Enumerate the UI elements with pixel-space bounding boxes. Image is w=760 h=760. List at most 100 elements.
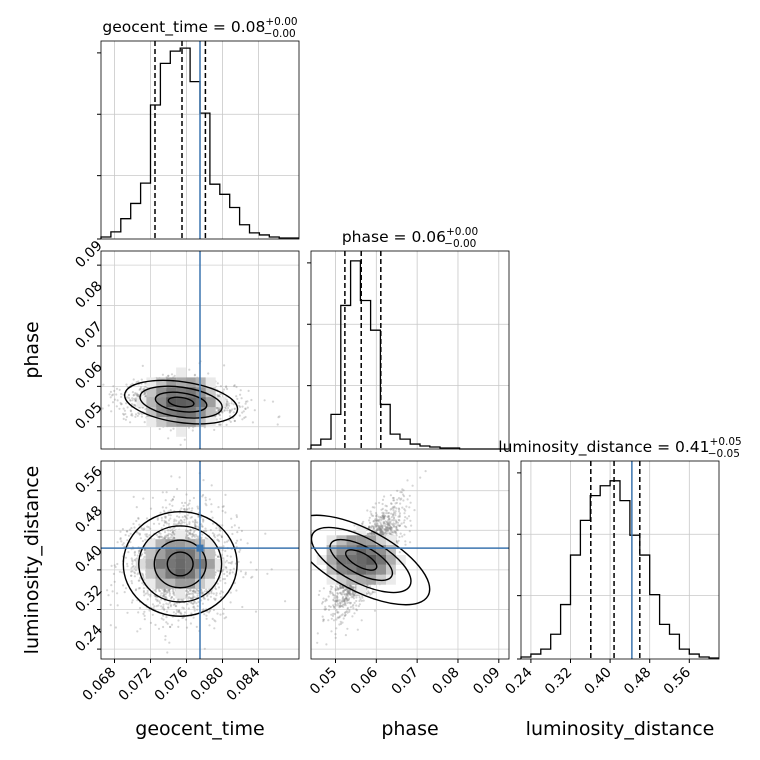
contour-level-0: [167, 396, 195, 408]
sample-point: [228, 410, 232, 413]
density-cell: [185, 559, 196, 569]
density-cell: [195, 377, 206, 388]
sample-point: [216, 555, 220, 558]
sample-point: [185, 593, 188, 596]
density-cell: [166, 397, 177, 408]
sample-point: [164, 593, 167, 596]
sample-point: [179, 522, 182, 525]
density-cell: [155, 578, 166, 589]
sample-point: [375, 515, 378, 518]
sample-point: [166, 651, 169, 654]
sample-point: [107, 594, 110, 597]
sample-point: [207, 598, 210, 601]
sample-point: [340, 604, 344, 608]
sample-point: [138, 388, 141, 391]
sample-point: [220, 535, 224, 539]
contour-level-0: [166, 551, 194, 577]
sample-point: [161, 588, 164, 591]
sample-point: [223, 617, 226, 620]
sample-point: [124, 418, 127, 421]
sample-point: [186, 593, 189, 596]
sample-point: [360, 619, 363, 622]
sample-point: [185, 626, 189, 629]
density-cell: [205, 407, 216, 417]
sample-point: [231, 571, 234, 574]
sample-point: [152, 522, 156, 525]
sample-point: [214, 554, 217, 557]
sample-point: [218, 408, 221, 412]
sample-point: [120, 395, 123, 398]
sample-point: [218, 408, 221, 411]
sample-point: [133, 551, 136, 555]
sample-point: [59, 393, 61, 395]
sample-point: [166, 534, 169, 537]
sample-point: [173, 532, 176, 535]
title-upper-error: +0.00: [446, 226, 478, 238]
sample-point: [141, 553, 144, 556]
sample-point: [172, 536, 175, 539]
sample-point: [229, 601, 232, 604]
sample-point: [233, 407, 236, 410]
sample-point: [221, 549, 224, 552]
sample-point: [203, 613, 206, 616]
sample-point: [129, 399, 132, 402]
sample-point: [165, 621, 168, 624]
panel-frame: [100, 40, 300, 240]
hist-title-luminosity-distance: luminosity_distance = 0.41+0.05 −0.05: [498, 436, 741, 460]
sample-point: [160, 592, 163, 595]
sample-point: [167, 513, 170, 517]
sample-point: [221, 411, 224, 414]
sample-point: [222, 578, 225, 581]
sample-point: [386, 515, 389, 518]
sample-point: [189, 592, 192, 595]
sample-point: [214, 598, 217, 602]
sample-point: [177, 619, 180, 622]
sample-point: [218, 423, 222, 426]
sample-point: [69, 504, 71, 506]
sample-point: [251, 575, 254, 578]
sample-point: [173, 518, 176, 521]
sample-point: [391, 514, 395, 517]
sample-point: [194, 525, 197, 528]
sample-point: [219, 596, 223, 599]
sample-point: [210, 592, 213, 595]
sample-point: [181, 616, 184, 620]
sample-point: [168, 594, 171, 597]
sample-point: [226, 574, 229, 578]
sample-point: [200, 589, 203, 592]
sample-point: [172, 427, 175, 430]
sample-point: [366, 532, 369, 536]
sample-point: [110, 410, 113, 413]
sample-point: [133, 575, 136, 578]
panel-plot-area: [59, 251, 299, 449]
sample-point: [95, 394, 97, 396]
sample-point: [126, 396, 129, 399]
sample-point: [226, 400, 229, 403]
sample-point: [162, 618, 165, 621]
sample-point: [200, 523, 203, 526]
density-cell: [176, 377, 186, 388]
sample-point: [136, 573, 139, 576]
sample-point: [144, 390, 147, 394]
sample-point: [138, 550, 141, 553]
sample-point: [212, 608, 215, 612]
sample-point: [217, 506, 220, 509]
sample-point: [223, 364, 226, 367]
sample-point: [130, 414, 133, 417]
sample-point: [144, 382, 147, 385]
sample-point: [370, 512, 373, 516]
contour-level-3: [123, 379, 239, 425]
sample-point: [218, 533, 221, 536]
sample-point: [120, 392, 123, 396]
sample-point: [232, 411, 235, 414]
sample-point: [214, 597, 217, 601]
sample-point: [225, 566, 228, 570]
sample-point: [221, 569, 224, 572]
sample-point: [395, 525, 398, 528]
sample-point: [192, 590, 195, 593]
sample-point: [187, 531, 190, 534]
sample-point: [171, 504, 174, 507]
sample-point: [154, 598, 157, 601]
sample-point: [163, 608, 166, 611]
panel-frame: [100, 460, 300, 660]
